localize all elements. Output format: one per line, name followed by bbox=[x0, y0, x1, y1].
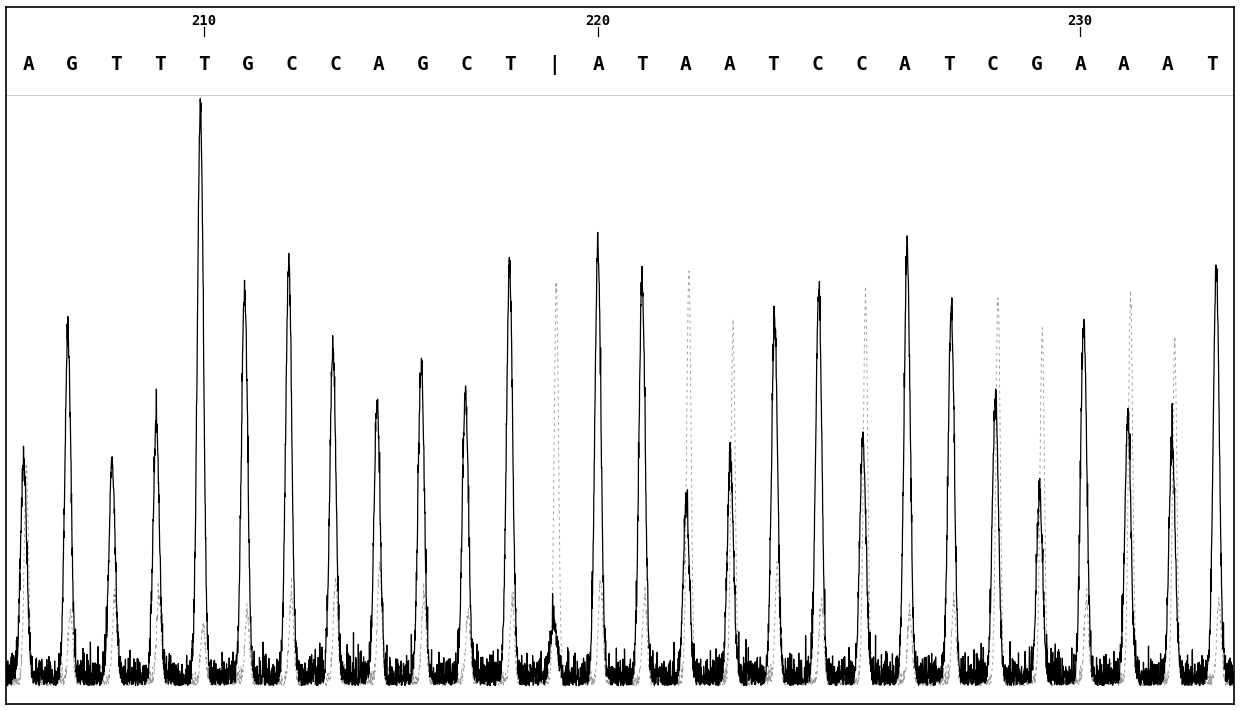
Text: A: A bbox=[373, 55, 384, 75]
Text: A: A bbox=[593, 55, 604, 75]
Text: G: G bbox=[66, 55, 78, 75]
Text: G: G bbox=[417, 55, 429, 75]
Text: T: T bbox=[1205, 55, 1218, 75]
Text: C: C bbox=[285, 55, 298, 75]
Text: A: A bbox=[899, 55, 910, 75]
Text: A: A bbox=[680, 55, 692, 75]
Text: T: T bbox=[197, 55, 210, 75]
Text: G: G bbox=[242, 55, 253, 75]
Text: A: A bbox=[1074, 55, 1086, 75]
Text: A: A bbox=[22, 55, 35, 75]
Text: T: T bbox=[110, 55, 122, 75]
Text: T: T bbox=[942, 55, 955, 75]
Text: C: C bbox=[856, 55, 867, 75]
Text: T: T bbox=[768, 55, 779, 75]
Text: C: C bbox=[987, 55, 998, 75]
Text: T: T bbox=[154, 55, 166, 75]
Text: 210: 210 bbox=[191, 14, 216, 28]
Text: A: A bbox=[724, 55, 735, 75]
Text: C: C bbox=[330, 55, 341, 75]
Text: 230: 230 bbox=[1068, 14, 1092, 28]
Text: C: C bbox=[811, 55, 823, 75]
Text: C: C bbox=[461, 55, 472, 75]
Text: G: G bbox=[1030, 55, 1043, 75]
Text: 220: 220 bbox=[585, 14, 610, 28]
Text: T: T bbox=[636, 55, 647, 75]
Text: |: | bbox=[548, 55, 560, 75]
Text: A: A bbox=[1162, 55, 1174, 75]
Text: A: A bbox=[1118, 55, 1130, 75]
Text: T: T bbox=[505, 55, 516, 75]
